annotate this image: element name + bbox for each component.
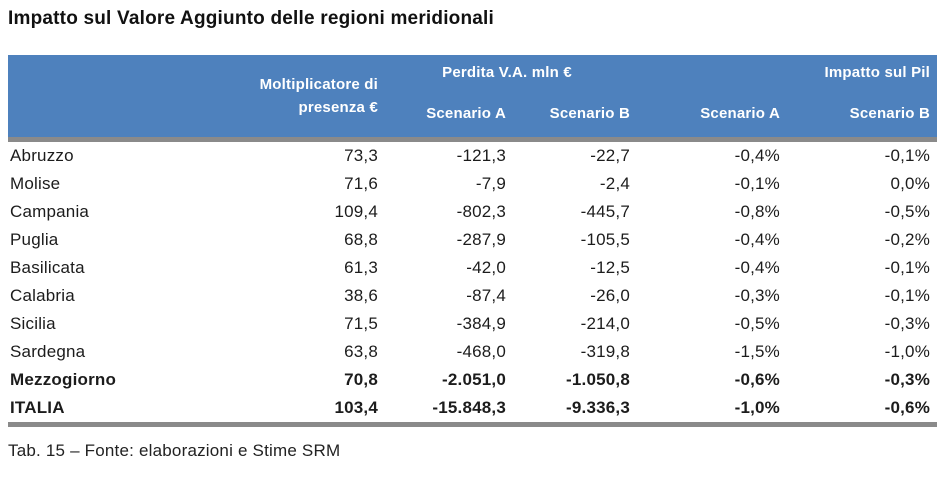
- table-header: Moltiplicatore di presenza € Perdita V.A…: [8, 55, 938, 142]
- pil-scenario-a: -0,6%: [633, 366, 784, 394]
- perdita-scenario-a: -802,3: [381, 198, 509, 226]
- table-row: Campania 109,4 -802,3 -445,7 -0,8% -0,5%: [8, 198, 938, 226]
- header-perdita-scenario-a: Scenario A: [381, 89, 509, 142]
- perdita-scenario-b: -9.336,3: [509, 394, 634, 427]
- perdita-scenario-b: -26,0: [509, 282, 634, 310]
- table-body: Abruzzo 73,3 -121,3 -22,7 -0,4% -0,1% Mo…: [8, 139, 938, 427]
- table-row: ITALIA 103,4 -15.848,3 -9.336,3 -1,0% -0…: [8, 394, 938, 427]
- table-caption: Tab. 15 – Fonte: elaborazioni e Stime SR…: [8, 441, 341, 460]
- perdita-scenario-b: -445,7: [509, 198, 634, 226]
- header-perdita-scenario-b: Scenario B: [509, 89, 634, 142]
- multiplier-value: 73,3: [195, 139, 381, 170]
- perdita-scenario-a: -287,9: [381, 226, 509, 254]
- header-pil-group: Impatto sul Pil: [633, 55, 938, 89]
- perdita-scenario-a: -87,4: [381, 282, 509, 310]
- table-row: Basilicata 61,3 -42,0 -12,5 -0,4% -0,1%: [8, 254, 938, 282]
- header-multiplier: Moltiplicatore di presenza €: [195, 55, 381, 142]
- perdita-scenario-b: -22,7: [509, 139, 634, 170]
- multiplier-value: 71,6: [195, 170, 381, 198]
- region-name: ITALIA: [8, 394, 195, 427]
- pil-scenario-b: -0,1%: [783, 282, 938, 310]
- multiplier-value: 70,8: [195, 366, 381, 394]
- region-name: Calabria: [8, 282, 195, 310]
- perdita-scenario-b: -319,8: [509, 338, 634, 366]
- pil-scenario-a: -0,4%: [633, 139, 784, 170]
- region-name: Abruzzo: [8, 139, 195, 170]
- pil-scenario-b: -0,5%: [783, 198, 938, 226]
- pil-scenario-a: -0,4%: [633, 254, 784, 282]
- perdita-scenario-a: -384,9: [381, 310, 509, 338]
- table-row: Sicilia 71,5 -384,9 -214,0 -0,5% -0,3%: [8, 310, 938, 338]
- perdita-scenario-a: -42,0: [381, 254, 509, 282]
- perdita-scenario-a: -121,3: [381, 139, 509, 170]
- region-name: Basilicata: [8, 254, 195, 282]
- pil-scenario-a: -0,5%: [633, 310, 784, 338]
- table-row: Mezzogiorno 70,8 -2.051,0 -1.050,8 -0,6%…: [8, 366, 938, 394]
- pil-scenario-b: -0,1%: [783, 254, 938, 282]
- pil-scenario-b: 0,0%: [783, 170, 938, 198]
- multiplier-value: 63,8: [195, 338, 381, 366]
- pil-scenario-a: -0,3%: [633, 282, 784, 310]
- pil-scenario-a: -0,8%: [633, 198, 784, 226]
- pil-scenario-b: -0,2%: [783, 226, 938, 254]
- perdita-scenario-b: -105,5: [509, 226, 634, 254]
- table-row: Calabria 38,6 -87,4 -26,0 -0,3% -0,1%: [8, 282, 938, 310]
- region-name: Sicilia: [8, 310, 195, 338]
- perdita-scenario-a: -7,9: [381, 170, 509, 198]
- table-row: Sardegna 63,8 -468,0 -319,8 -1,5% -1,0%: [8, 338, 938, 366]
- region-name: Puglia: [8, 226, 195, 254]
- region-name: Campania: [8, 198, 195, 226]
- multiplier-value: 109,4: [195, 198, 381, 226]
- pil-scenario-a: -1,5%: [633, 338, 784, 366]
- page-title: Impatto sul Valore Aggiunto delle region…: [8, 8, 495, 29]
- multiplier-value: 103,4: [195, 394, 381, 427]
- perdita-scenario-b: -12,5: [509, 254, 634, 282]
- pil-scenario-b: -0,6%: [783, 394, 938, 427]
- header-perdita-group: Perdita V.A. mln €: [381, 55, 634, 89]
- perdita-scenario-a: -15.848,3: [381, 394, 509, 427]
- multiplier-value: 68,8: [195, 226, 381, 254]
- region-name: Mezzogiorno: [8, 366, 195, 394]
- perdita-scenario-b: -214,0: [509, 310, 634, 338]
- header-region-blank: [8, 55, 195, 142]
- pil-scenario-a: -0,1%: [633, 170, 784, 198]
- pil-scenario-a: -0,4%: [633, 226, 784, 254]
- pil-scenario-b: -0,3%: [783, 310, 938, 338]
- table-row: Puglia 68,8 -287,9 -105,5 -0,4% -0,2%: [8, 226, 938, 254]
- pil-scenario-b: -1,0%: [783, 338, 938, 366]
- perdita-scenario-b: -1.050,8: [509, 366, 634, 394]
- perdita-scenario-a: -468,0: [381, 338, 509, 366]
- multiplier-value: 38,6: [195, 282, 381, 310]
- perdita-scenario-a: -2.051,0: [381, 366, 509, 394]
- pil-scenario-b: -0,3%: [783, 366, 938, 394]
- region-name: Sardegna: [8, 338, 195, 366]
- table-row: Molise 71,6 -7,9 -2,4 -0,1% 0,0%: [8, 170, 938, 198]
- multiplier-value: 61,3: [195, 254, 381, 282]
- header-pil-scenario-b: Scenario B: [783, 89, 938, 142]
- header-pil-scenario-a: Scenario A: [633, 89, 784, 142]
- impact-table: Moltiplicatore di presenza € Perdita V.A…: [8, 55, 938, 427]
- pil-scenario-b: -0,1%: [783, 139, 938, 170]
- pil-scenario-a: -1,0%: [633, 394, 784, 427]
- multiplier-value: 71,5: [195, 310, 381, 338]
- perdita-scenario-b: -2,4: [509, 170, 634, 198]
- region-name: Molise: [8, 170, 195, 198]
- table-row: Abruzzo 73,3 -121,3 -22,7 -0,4% -0,1%: [8, 139, 938, 170]
